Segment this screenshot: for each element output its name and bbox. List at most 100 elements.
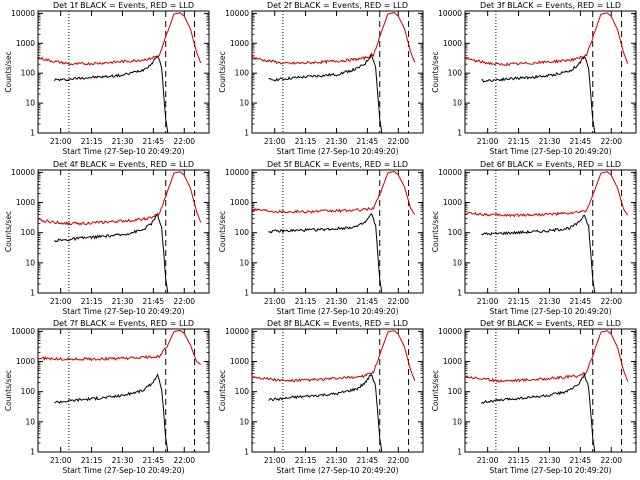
x-axis-label: Start Time (27-Sep-10 20:49:20) xyxy=(277,307,399,316)
series-line-events xyxy=(54,373,170,452)
y-axis-label: Counts/sec xyxy=(431,51,440,92)
x-tick-label: 21:30 xyxy=(112,297,134,306)
y-tick-label: 1000 xyxy=(230,198,249,207)
plot-frame xyxy=(464,169,637,294)
series-line-lld xyxy=(252,330,416,383)
x-tick-label: 21:30 xyxy=(326,297,348,306)
y-tick-label: 1000 xyxy=(16,39,35,48)
x-axis-label: Start Time (27-Sep-10 20:49:20) xyxy=(63,147,185,156)
x-tick-label: 21:30 xyxy=(539,297,561,306)
x-axis-label: Start Time (27-Sep-10 20:49:20) xyxy=(490,147,612,156)
y-tick-label: 1 xyxy=(244,289,249,298)
x-tick-label: 21:30 xyxy=(326,137,348,146)
series-line-lld xyxy=(465,12,629,67)
y-tick-label: 10 xyxy=(25,258,35,267)
y-tick-label: 1000 xyxy=(443,198,462,207)
panel-title: Det 3f BLACK = Events, RED = LLD xyxy=(480,1,621,10)
y-tick-label: 100 xyxy=(448,228,463,237)
series-line-events xyxy=(268,213,384,293)
x-axis-label: Start Time (27-Sep-10 20:49:20) xyxy=(63,307,185,316)
x-tick-label: 21:45 xyxy=(143,137,165,146)
panel-title: Det 8f BLACK = Events, RED = LLD xyxy=(267,319,408,328)
x-tick-label: 21:00 xyxy=(264,297,286,306)
y-axis-label: Counts/sec xyxy=(4,211,13,252)
y-tick-label: 100 xyxy=(235,387,250,396)
y-tick-label: 1 xyxy=(30,448,35,457)
x-tick-label: 21:00 xyxy=(477,456,499,465)
plot-frame xyxy=(251,169,424,294)
x-tick-label: 21:15 xyxy=(81,137,103,146)
x-tick-label: 21:00 xyxy=(264,456,286,465)
y-axis-label: Counts/sec xyxy=(431,211,440,252)
plot-frame xyxy=(37,10,210,134)
y-tick-label: 1000 xyxy=(443,357,462,366)
y-axis-label: Counts/sec xyxy=(218,51,227,92)
y-tick-label: 1 xyxy=(457,448,462,457)
y-tick-label: 10000 xyxy=(11,9,35,18)
y-tick-label: 100 xyxy=(21,69,36,78)
series-line-lld xyxy=(38,329,202,365)
y-tick-label: 10000 xyxy=(438,168,462,177)
y-tick-label: 1000 xyxy=(16,357,35,366)
x-tick-label: 21:15 xyxy=(508,137,530,146)
panel-title: Det 6f BLACK = Events, RED = LLD xyxy=(480,160,621,169)
x-tick-label: 21:45 xyxy=(357,137,379,146)
x-axis-label: Start Time (27-Sep-10 20:49:20) xyxy=(63,466,185,475)
x-tick-label: 21:45 xyxy=(143,297,165,306)
panel-det-5f: Det 5f BLACK = Events, RED = LLD Start Ti… xyxy=(218,160,424,316)
panel-title: Det 5f BLACK = Events, RED = LLD xyxy=(267,160,408,169)
y-tick-label: 1 xyxy=(457,129,462,138)
plot-frame xyxy=(37,169,210,294)
x-tick-label: 21:00 xyxy=(50,137,72,146)
x-tick-label: 21:15 xyxy=(508,456,530,465)
y-tick-label: 10000 xyxy=(225,327,249,336)
y-axis-label: Counts/sec xyxy=(4,370,13,411)
panel-det-6f: Det 6f BLACK = Events, RED = LLD Start Ti… xyxy=(431,160,637,316)
y-tick-label: 10000 xyxy=(11,168,35,177)
plot-frame xyxy=(37,328,210,453)
series-line-events xyxy=(54,55,170,133)
series-line-events xyxy=(481,373,597,452)
panel-det-1f: Det 1f BLACK = Events, RED = LLD Start Ti… xyxy=(4,1,210,156)
x-tick-label: 22:00 xyxy=(173,456,195,465)
panel-title: Det 9f BLACK = Events, RED = LLD xyxy=(480,319,621,328)
x-axis-label: Start Time (27-Sep-10 20:49:20) xyxy=(490,466,612,475)
y-tick-label: 1 xyxy=(30,289,35,298)
x-axis-label: Start Time (27-Sep-10 20:49:20) xyxy=(277,466,399,475)
series-line-events xyxy=(268,52,384,133)
y-tick-label: 10 xyxy=(239,258,249,267)
series-line-lld xyxy=(465,330,629,383)
x-tick-label: 21:15 xyxy=(81,297,103,306)
y-axis-label: Counts/sec xyxy=(4,51,13,92)
x-axis-label: Start Time (27-Sep-10 20:49:20) xyxy=(277,147,399,156)
y-tick-label: 10 xyxy=(452,99,462,108)
y-tick-label: 10 xyxy=(25,99,35,108)
x-tick-label: 22:00 xyxy=(387,456,409,465)
x-tick-label: 21:15 xyxy=(295,137,317,146)
x-tick-label: 21:45 xyxy=(357,297,379,306)
x-tick-label: 22:00 xyxy=(600,456,622,465)
y-tick-label: 100 xyxy=(21,387,36,396)
series-line-events xyxy=(481,214,597,293)
y-tick-label: 1 xyxy=(244,129,249,138)
y-tick-label: 1000 xyxy=(443,39,462,48)
x-tick-label: 21:15 xyxy=(81,456,103,465)
y-tick-label: 1 xyxy=(30,129,35,138)
series-line-lld xyxy=(38,171,202,226)
x-tick-label: 22:00 xyxy=(173,297,195,306)
plot-frame xyxy=(251,10,424,134)
plot-frame xyxy=(464,328,637,453)
y-tick-label: 100 xyxy=(235,228,250,237)
x-tick-label: 21:15 xyxy=(508,297,530,306)
y-tick-label: 1 xyxy=(457,289,462,298)
x-tick-label: 21:30 xyxy=(539,456,561,465)
panel-det-2f: Det 2f BLACK = Events, RED = LLD Start Ti… xyxy=(218,1,424,156)
series-line-events xyxy=(481,55,597,133)
y-axis-label: Counts/sec xyxy=(218,370,227,411)
x-tick-label: 21:00 xyxy=(50,456,72,465)
x-tick-label: 21:45 xyxy=(143,456,165,465)
y-tick-label: 10 xyxy=(452,417,462,426)
y-tick-label: 10 xyxy=(239,417,249,426)
x-tick-label: 22:00 xyxy=(600,137,622,146)
